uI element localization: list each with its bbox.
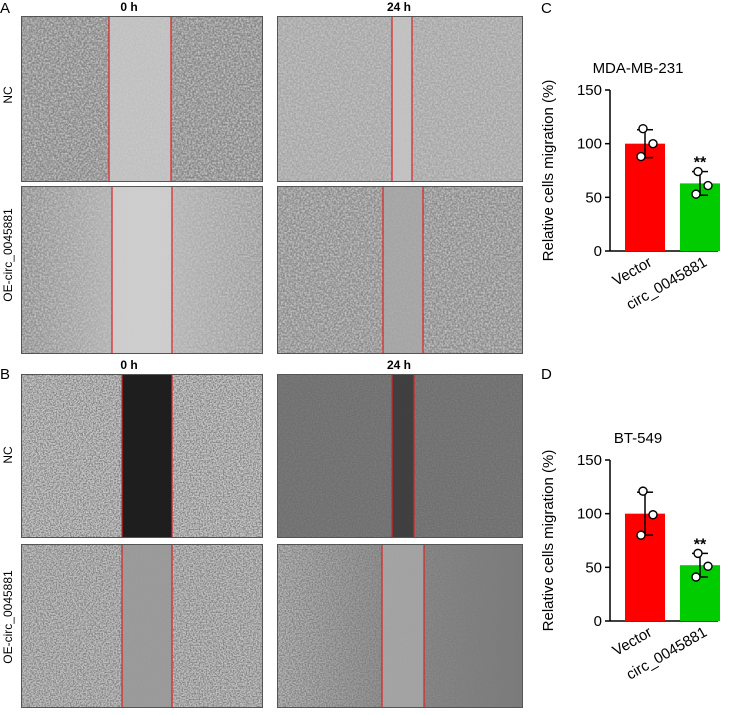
- bar-0: [625, 143, 665, 251]
- chart-title: BT-549: [614, 430, 662, 447]
- panel-letter-d: D: [541, 366, 552, 383]
- micrograph-b-nc-0h: [21, 374, 263, 538]
- micrograph-a-nc-0h: [21, 16, 263, 182]
- significance-label: **: [694, 155, 707, 172]
- row-label-b-nc: NC: [1, 446, 15, 464]
- y-tick-label: 150: [577, 452, 602, 469]
- micrograph-b-nc-24h: [277, 374, 523, 538]
- y-tick-label: 0: [594, 613, 602, 630]
- col-label-a-24h: 24 h: [386, 0, 411, 14]
- micrograph-b-oe-0h: [21, 544, 263, 708]
- row-label-a-oe: OE-circ_0045881: [1, 208, 15, 302]
- chart-mda-mb-231: MDA-MB-231 Relative cells migration (%) 0 5…: [540, 60, 720, 314]
- data-point: [636, 151, 646, 162]
- y-tick-label: 50: [585, 559, 602, 576]
- chart-title: MDA-MB-231: [593, 60, 684, 77]
- col-label-b-24h: 24 h: [386, 358, 411, 372]
- y-tick-label: 100: [577, 506, 602, 523]
- y-tick-label: 100: [577, 136, 602, 153]
- significance-label: **: [694, 536, 707, 553]
- data-point: [638, 486, 648, 496]
- panel-letter-c: C: [541, 0, 552, 17]
- panel-letter-b: B: [0, 366, 11, 383]
- micrograph-a-oe-24h: [277, 186, 523, 354]
- y-tick-label: 50: [585, 189, 602, 206]
- data-point: [693, 548, 703, 559]
- data-point: [636, 530, 646, 540]
- panel-letter-a: A: [0, 0, 11, 17]
- micrograph-a-nc-24h: [277, 16, 523, 182]
- row-label-b-oe: OE-circ_0045881: [1, 570, 15, 664]
- micrograph-b-oe-24h: [277, 544, 523, 708]
- micrograph-a-oe-0h: [21, 186, 263, 354]
- data-point: [691, 189, 701, 199]
- data-point: [703, 180, 713, 191]
- y-axis-label: Relative cells migration (%): [540, 80, 557, 262]
- y-tick-label: 0: [594, 243, 602, 260]
- data-point: [693, 166, 703, 177]
- data-point: [648, 138, 658, 149]
- y-axis-label: Relative cells migration (%): [540, 450, 557, 632]
- col-label-a-0h: 0 h: [120, 0, 138, 14]
- data-point: [648, 510, 658, 520]
- data-point: [638, 123, 648, 134]
- row-label-a-nc: NC: [1, 86, 15, 104]
- y-tick-label: 150: [577, 82, 602, 99]
- chart-bt-549: BT-549 Relative cells migration (%) 0 50 100…: [540, 430, 720, 684]
- data-point: [691, 572, 701, 582]
- col-label-b-0h: 0 h: [120, 358, 138, 372]
- data-point: [703, 561, 713, 571]
